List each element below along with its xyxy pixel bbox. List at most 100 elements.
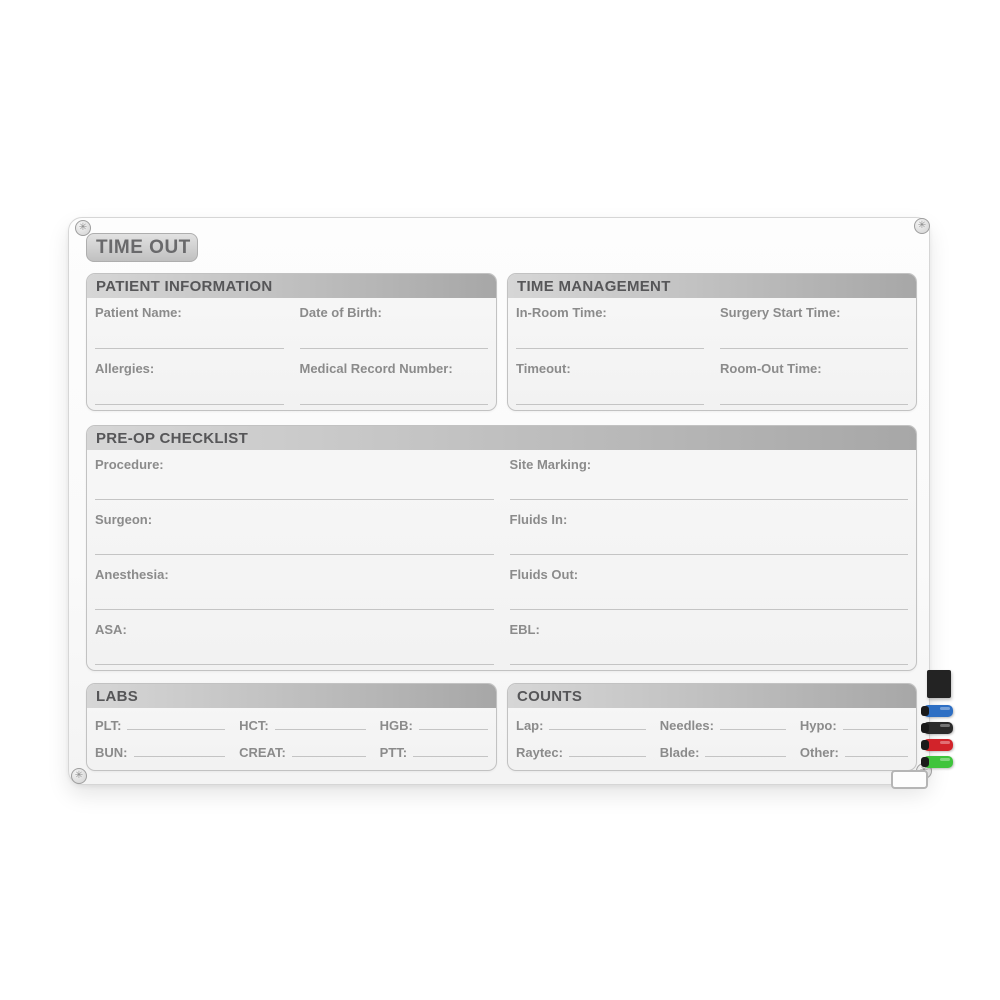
field-label: CREAT: bbox=[239, 744, 286, 760]
field-surgery-start-time: Surgery Start Time: bbox=[720, 298, 908, 349]
field-ebl: EBL: bbox=[509, 615, 908, 665]
field-blade: Blade: bbox=[660, 742, 786, 760]
field-label: ASA: bbox=[95, 622, 127, 637]
red-marker bbox=[921, 739, 953, 751]
field-procedure: Procedure: bbox=[95, 450, 494, 500]
field-other: Other: bbox=[800, 742, 908, 760]
field-label: Blade: bbox=[659, 744, 700, 760]
blank-line bbox=[842, 715, 908, 731]
field-medical-record-number: Medical Record Number: bbox=[299, 354, 488, 405]
field-label: PLT: bbox=[95, 718, 122, 734]
field-label: Timeout: bbox=[516, 361, 571, 376]
field-asa: ASA: bbox=[95, 615, 494, 665]
marker-highlight bbox=[940, 741, 950, 744]
whiteboard-eraser bbox=[927, 670, 951, 698]
marker-cap-tip bbox=[921, 706, 929, 716]
field-label: Hypo: bbox=[799, 718, 837, 734]
section-patient-information: PATIENT INFORMATION Patient Name: Date o… bbox=[86, 273, 497, 411]
field-lap: Lap: bbox=[516, 715, 646, 733]
field-label: Raytec: bbox=[516, 744, 563, 760]
blank-line bbox=[719, 715, 786, 731]
field-surgeon: Surgeon: bbox=[95, 505, 494, 555]
blank-line bbox=[705, 742, 786, 757]
field-timeout: Timeout: bbox=[516, 354, 704, 405]
field-creat: CREAT: bbox=[239, 742, 366, 760]
field-label: Surgery Start Time: bbox=[720, 305, 841, 320]
blank-line bbox=[568, 742, 646, 757]
field-fluids-out: Fluids Out: bbox=[509, 560, 908, 610]
field-label: EBL: bbox=[509, 622, 540, 637]
field-label: HCT: bbox=[239, 718, 269, 734]
field-label: Date of Birth: bbox=[299, 305, 382, 320]
field-allergies: Allergies: bbox=[95, 354, 284, 405]
blank-line bbox=[549, 715, 646, 731]
section-counts: COUNTS Lap: Needles: Hypo: bbox=[507, 683, 917, 771]
field-bun: BUN: bbox=[95, 742, 226, 760]
field-site-marking: Site Marking: bbox=[509, 450, 908, 500]
blank-line bbox=[418, 715, 488, 731]
section-header: PATIENT INFORMATION bbox=[87, 274, 496, 298]
field-ptt: PTT: bbox=[380, 742, 488, 760]
field-label: Medical Record Number: bbox=[299, 361, 453, 376]
marker-cap-tip bbox=[921, 723, 929, 733]
green-marker bbox=[921, 756, 953, 768]
field-label: Lap: bbox=[516, 718, 544, 734]
field-label: PTT: bbox=[379, 744, 408, 760]
field-label: Other: bbox=[799, 744, 839, 760]
surgical-whiteboard: ✳ ✳ ✳ ✳ TIME OUT PATIENT INFORMATION Pat… bbox=[68, 217, 932, 785]
black-marker bbox=[921, 722, 953, 734]
field-patient-name: Patient Name: bbox=[95, 298, 284, 349]
marker-highlight bbox=[940, 724, 950, 727]
field-label: Allergies: bbox=[95, 361, 155, 376]
field-anesthesia: Anesthesia: bbox=[95, 560, 494, 610]
blue-marker bbox=[921, 705, 953, 717]
screw-icon: ✳ bbox=[914, 218, 930, 234]
field-label: HGB: bbox=[379, 718, 413, 734]
blank-line bbox=[413, 742, 488, 757]
field-in-room-time: In-Room Time: bbox=[516, 298, 704, 349]
field-date-of-birth: Date of Birth: bbox=[299, 298, 488, 349]
section-body: Patient Name: Date of Birth: Allergies: … bbox=[87, 298, 496, 410]
section-body: Lap: Needles: Hypo: Raytec: bbox=[508, 708, 916, 770]
section-preop-checklist: PRE-OP CHECKLIST Procedure: Site Marking… bbox=[86, 425, 917, 671]
blank-line bbox=[844, 742, 908, 757]
field-fluids-in: Fluids In: bbox=[509, 505, 908, 555]
field-raytec: Raytec: bbox=[516, 742, 646, 760]
field-label: In-Room Time: bbox=[516, 305, 607, 320]
field-label: Surgeon: bbox=[95, 512, 153, 527]
field-label: Room-Out Time: bbox=[720, 361, 822, 376]
field-hgb: HGB: bbox=[380, 715, 488, 733]
section-body: PLT: HCT: HGB: BUN: bbox=[87, 708, 496, 770]
marker-highlight bbox=[940, 758, 950, 761]
board-title: TIME OUT bbox=[86, 233, 198, 262]
blank-line bbox=[274, 715, 366, 731]
section-header: PRE-OP CHECKLIST bbox=[87, 426, 916, 450]
field-label: Fluids In: bbox=[509, 512, 568, 527]
field-label: Fluids Out: bbox=[509, 567, 579, 582]
field-plt: PLT: bbox=[95, 715, 226, 734]
field-label: Anesthesia: bbox=[95, 567, 169, 582]
field-label: BUN: bbox=[95, 744, 128, 760]
field-needles: Needles: bbox=[660, 715, 786, 733]
field-label: Site Marking: bbox=[509, 457, 592, 472]
marker-highlight bbox=[940, 707, 950, 710]
section-header: LABS bbox=[87, 684, 496, 708]
mounting-clip bbox=[891, 770, 928, 789]
field-room-out-time: Room-Out Time: bbox=[720, 354, 908, 405]
section-body: Procedure: Site Marking: Surgeon: Fluids… bbox=[87, 450, 916, 670]
screw-icon: ✳ bbox=[71, 768, 87, 784]
section-body: In-Room Time: Surgery Start Time: Timeou… bbox=[508, 298, 916, 410]
field-label: Patient Name: bbox=[95, 305, 182, 320]
blank-line bbox=[127, 715, 226, 731]
section-time-management: TIME MANAGEMENT In-Room Time: Surgery St… bbox=[507, 273, 917, 411]
field-label: Procedure: bbox=[95, 457, 164, 472]
field-hypo: Hypo: bbox=[800, 715, 908, 733]
marker-cap-tip bbox=[921, 740, 929, 750]
field-hct: HCT: bbox=[239, 715, 366, 734]
blank-line bbox=[291, 742, 366, 757]
section-header: TIME MANAGEMENT bbox=[508, 274, 916, 298]
field-label: Needles: bbox=[659, 718, 714, 734]
section-header: COUNTS bbox=[508, 684, 916, 708]
marker-cap-tip bbox=[921, 757, 929, 767]
